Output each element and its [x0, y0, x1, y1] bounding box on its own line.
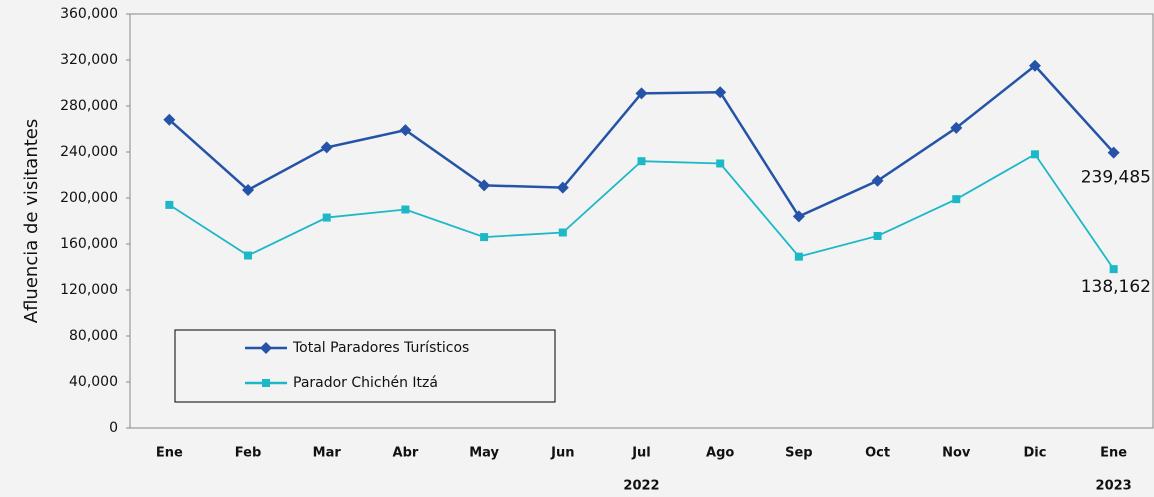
x-tick-label: Mar — [313, 446, 342, 461]
data-label: 138,162 — [1081, 277, 1151, 297]
y-tick-label: 40,000 — [69, 374, 118, 390]
marker — [637, 157, 646, 166]
marker — [558, 228, 567, 237]
y-tick-label: 0 — [109, 420, 118, 436]
marker — [401, 205, 410, 214]
marker — [1107, 146, 1120, 159]
marker — [322, 213, 331, 222]
x-tick-label: Feb — [235, 446, 261, 461]
legend-label: Total Paradores Turísticos — [292, 340, 469, 356]
x-tick-label: Oct — [865, 446, 890, 461]
x-tick-label: Dic — [1023, 446, 1046, 461]
y-tick-label: 80,000 — [69, 328, 118, 344]
marker — [950, 121, 963, 134]
x-tick-label: Jul — [631, 446, 651, 461]
x-group-label: 2022 — [623, 479, 659, 494]
x-tick-label: Jun — [550, 446, 574, 461]
y-tick-label: 160,000 — [60, 236, 118, 252]
marker — [1030, 150, 1039, 159]
marker — [792, 210, 805, 223]
marker — [163, 113, 176, 126]
marker — [714, 86, 727, 99]
series-line — [168, 153, 1115, 270]
marker — [320, 141, 333, 154]
x-tick-label: May — [469, 446, 499, 461]
marker — [556, 181, 569, 194]
y-axis-label: Afluencia de visitantes — [21, 119, 42, 323]
legend-label: Parador Chichén Itzá — [293, 375, 438, 391]
x-tick-label: Ene — [156, 446, 183, 461]
x-tick-label: Sep — [785, 446, 813, 461]
x-tick-label: Ene — [1100, 446, 1127, 461]
legend-box — [174, 329, 556, 403]
y-tick-label: 240,000 — [60, 144, 118, 160]
marker — [873, 231, 882, 240]
y-tick-label: 280,000 — [60, 98, 118, 114]
marker — [244, 251, 253, 260]
marker — [399, 124, 412, 137]
x-tick-label: Nov — [942, 446, 971, 461]
marker — [952, 195, 961, 204]
marker — [635, 87, 648, 100]
x-tick-label: Abr — [393, 446, 419, 461]
marker — [242, 183, 255, 196]
marker — [260, 342, 272, 354]
marker — [716, 159, 725, 168]
marker — [478, 179, 491, 192]
marker — [1109, 265, 1118, 274]
x-group-label: 2023 — [1096, 479, 1132, 494]
x-tick-label: Ago — [706, 446, 734, 461]
y-tick-label: 200,000 — [60, 190, 118, 206]
data-label: 239,485 — [1081, 168, 1151, 188]
marker — [871, 174, 884, 187]
marker — [165, 200, 174, 209]
y-tick-label: 360,000 — [60, 6, 118, 22]
marker — [262, 379, 270, 387]
y-tick-label: 320,000 — [60, 52, 118, 68]
marker — [480, 233, 489, 242]
plot-frame — [129, 13, 1154, 429]
marker — [1028, 59, 1041, 72]
marker — [794, 252, 803, 261]
y-tick-label: 120,000 — [60, 282, 118, 298]
